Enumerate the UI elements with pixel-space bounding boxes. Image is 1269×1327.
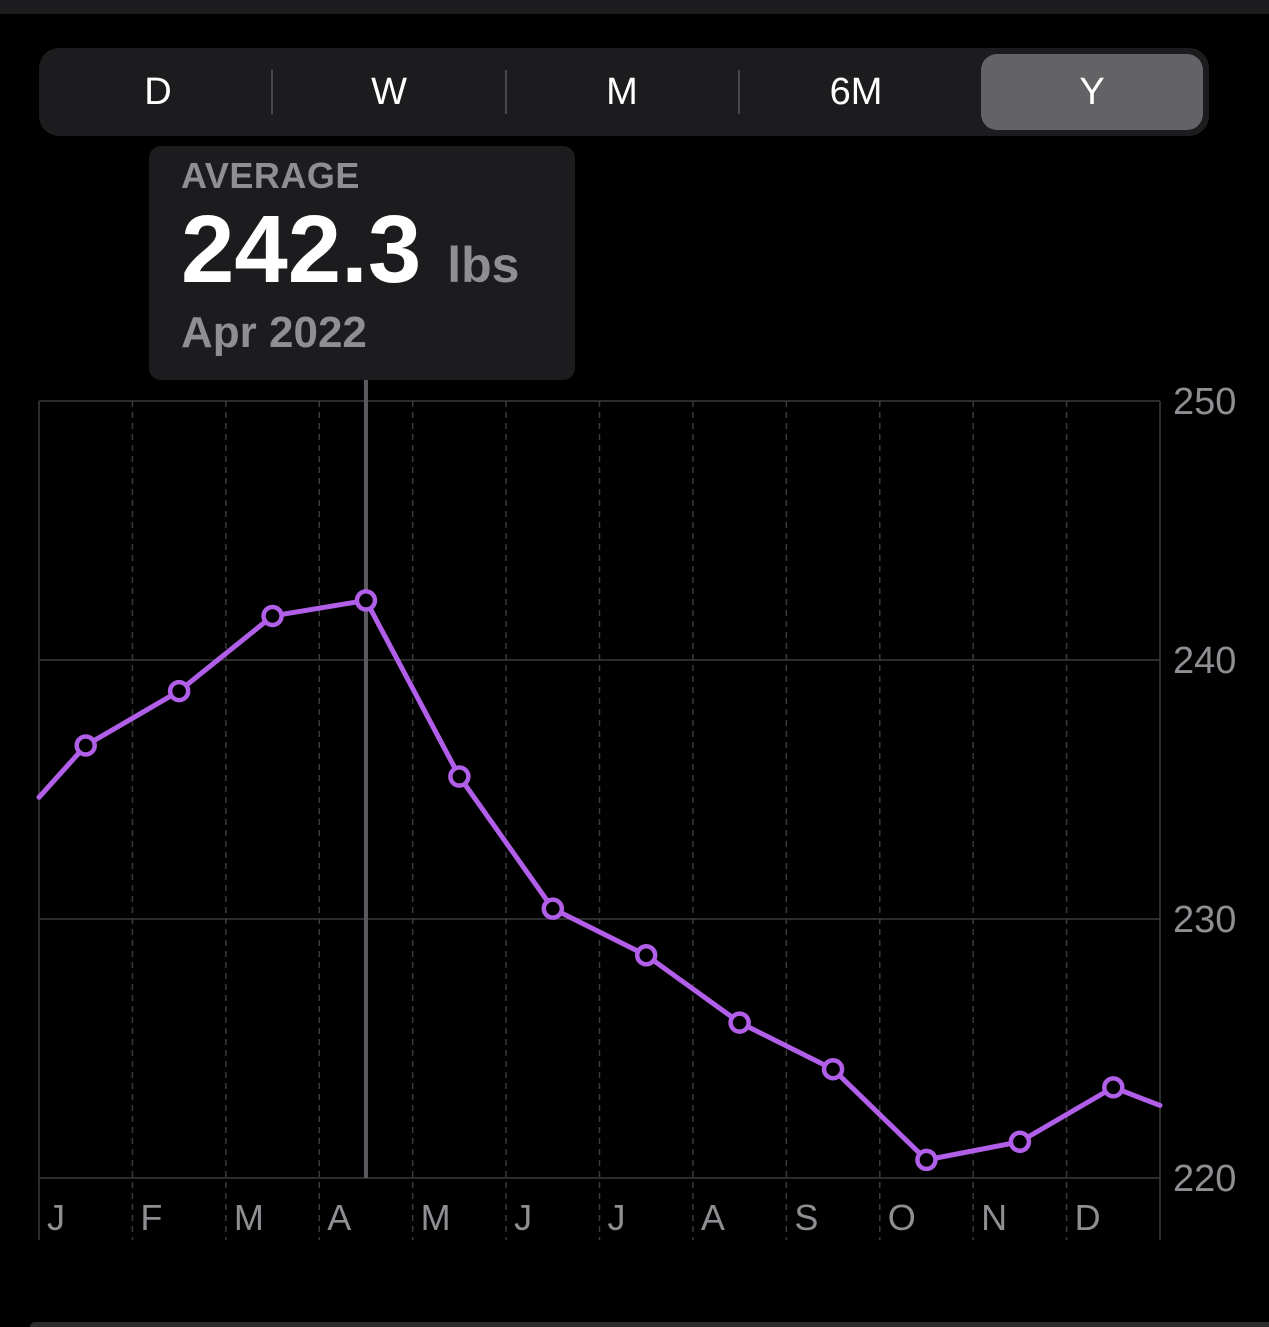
data-point <box>74 734 97 757</box>
top-strip <box>0 0 1269 14</box>
data-point <box>354 589 378 612</box>
y-tick-label: 220 <box>1173 1158 1236 1200</box>
x-tick-label: A <box>701 1197 725 1238</box>
x-tick-label: O <box>888 1197 916 1238</box>
y-tick-label: 250 <box>1173 381 1236 423</box>
x-tick-label: M <box>234 1197 264 1238</box>
range-divider <box>271 70 273 114</box>
x-tick-label: J <box>47 1197 65 1238</box>
data-point <box>261 604 284 628</box>
range-option-day[interactable]: D <box>144 70 172 113</box>
x-tick-label: N <box>981 1197 1007 1238</box>
data-point <box>915 1148 938 1172</box>
range-divider <box>738 70 740 114</box>
y-tick-label: 230 <box>1173 899 1236 941</box>
next-card-edge <box>30 1322 1269 1327</box>
data-point <box>1102 1076 1125 1099</box>
data-point <box>728 1011 751 1034</box>
range-option-month[interactable]: M <box>606 70 638 113</box>
x-tick-label: F <box>140 1197 162 1238</box>
data-point <box>1008 1130 1032 1153</box>
range-option-week[interactable]: W <box>371 70 407 113</box>
weight-series-line <box>36 597 1163 1163</box>
selection-tooltip: AVERAGE 242.3 lbs Apr 2022 <box>149 146 575 380</box>
data-point <box>448 765 471 788</box>
x-tick-label: S <box>794 1197 818 1238</box>
y-tick-label: 240 <box>1173 640 1236 682</box>
tooltip-unit: lbs <box>447 237 520 293</box>
data-point <box>821 1057 845 1081</box>
tooltip-label: AVERAGE <box>181 155 360 196</box>
range-divider <box>505 70 507 114</box>
x-tick-label: A <box>327 1197 351 1238</box>
tooltip-value-row: 242.3 lbs <box>181 200 543 300</box>
tooltip-date: Apr 2022 <box>181 308 367 357</box>
data-point <box>634 944 658 967</box>
x-tick-label: M <box>421 1197 451 1238</box>
data-point <box>167 679 191 703</box>
range-option-6-month[interactable]: 6M <box>829 70 883 113</box>
x-tick-label: J <box>608 1197 626 1238</box>
x-tick-label: D <box>1075 1197 1101 1238</box>
tooltip-value: 242.3 <box>181 196 422 303</box>
range-option-year[interactable]: Y <box>981 54 1203 130</box>
range-picker: D W M 6M Y <box>39 48 1209 136</box>
data-point <box>541 897 565 920</box>
x-tick-label: J <box>514 1197 532 1238</box>
